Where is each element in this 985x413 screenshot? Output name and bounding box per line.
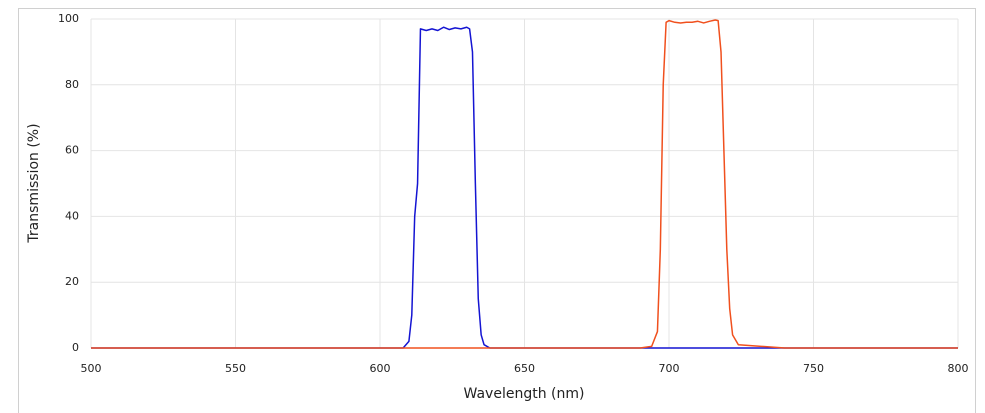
- y-tick-label: 20: [65, 275, 79, 288]
- x-tick-label: 550: [225, 362, 246, 375]
- x-axis-title: Wavelength (nm): [464, 386, 585, 402]
- y-tick-label: 60: [65, 144, 79, 157]
- y-tick-label: 100: [58, 12, 79, 25]
- y-tick-label: 40: [65, 209, 79, 222]
- chart-frame: [18, 8, 976, 413]
- data-line: [91, 19, 958, 349]
- y-tick-label: 80: [65, 78, 79, 91]
- x-tick-label: 500: [81, 362, 102, 375]
- x-tick-label: 750: [803, 362, 824, 375]
- x-tick-label: 800: [948, 362, 969, 375]
- x-tick-label: 600: [370, 362, 391, 375]
- y-axis-title: Transmission (%): [26, 123, 42, 243]
- x-tick-label: 700: [659, 362, 680, 375]
- y-tick-label: 0: [72, 341, 79, 354]
- x-tick-label: 650: [514, 362, 535, 375]
